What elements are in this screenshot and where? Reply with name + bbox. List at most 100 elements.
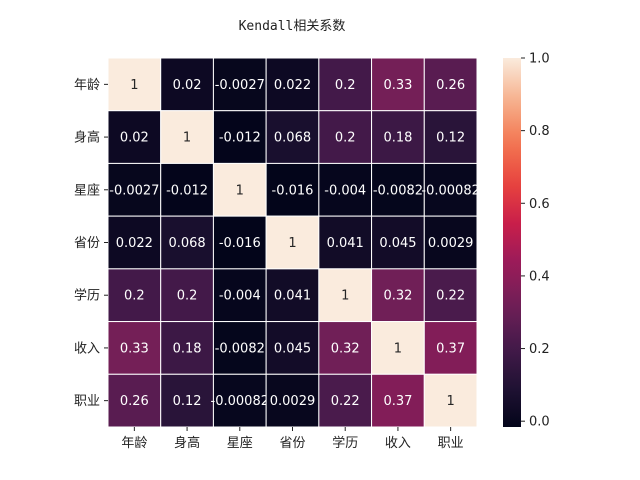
- heatmap-cell: [423, 321, 478, 375]
- colorbar-tick-label: 0.4: [529, 269, 550, 284]
- heatmap-cell: [107, 321, 162, 375]
- colorbar-tick-label: 0.8: [529, 124, 550, 139]
- cell-value-label: 0.068: [274, 131, 311, 146]
- cell-value-label: 1: [183, 131, 191, 146]
- cell-value-label: -0.012: [219, 131, 261, 146]
- cell-value-label: 0.2: [177, 289, 198, 304]
- cell-value-label: 0.22: [436, 289, 465, 304]
- heatmap-cell: [423, 110, 478, 164]
- cell-value-label: 0.2: [335, 131, 356, 146]
- cell-value-label: -0.0027: [215, 78, 265, 93]
- heatmap-cell: [212, 373, 267, 428]
- y-tick-label: 收入: [74, 341, 100, 356]
- cell-value-label: -0.004: [324, 183, 366, 198]
- colorbar: 0.0 0.2 0.4 0.6 0.8 1.0: [503, 52, 550, 430]
- cell-value-label: 1: [341, 289, 349, 304]
- cell-value-label: 0.045: [274, 341, 311, 356]
- heatmap-cell: [107, 268, 162, 323]
- cell-value-label: 0.022: [116, 236, 153, 251]
- cell-value-label: -0.0082: [373, 183, 423, 198]
- x-tick-label: 身高: [174, 435, 200, 451]
- heatmap-cell: [160, 215, 214, 270]
- x-tick-label: 年龄: [121, 436, 147, 451]
- x-tick-label: 省份: [279, 436, 305, 451]
- cell-value-label: 0.18: [173, 341, 202, 356]
- cell-value-label: 0.041: [274, 289, 311, 304]
- y-tick-label: 学历: [74, 288, 100, 304]
- cell-value-label: 0.22: [331, 394, 360, 409]
- cell-value-label: -0.0082: [215, 341, 265, 356]
- cell-value-label: 0.0029: [428, 236, 474, 251]
- x-tick-label: 学历: [332, 435, 358, 451]
- cell-value-label: 0.32: [331, 341, 360, 356]
- heatmap-cell: [107, 57, 162, 112]
- y-tick-label: 职业: [74, 394, 100, 409]
- colorbar-gradient: [503, 58, 521, 427]
- y-tick-label: 身高: [74, 130, 100, 146]
- heatmap-cell: [371, 215, 425, 270]
- cell-value-label: 0.37: [436, 341, 465, 356]
- cell-value-label: 0.26: [436, 78, 465, 93]
- cell-value-label: -0.004: [219, 289, 261, 304]
- heatmap-cell: [265, 162, 320, 217]
- heatmap-cell: [107, 373, 162, 428]
- cell-value-label: 0.12: [173, 394, 202, 409]
- cell-value-label: 0.045: [379, 236, 416, 251]
- cell-value-label: 1: [394, 341, 402, 356]
- cell-value-label: 0.2: [335, 78, 356, 93]
- heatmap-cell: [212, 162, 267, 217]
- cell-value-label: 0.12: [436, 131, 465, 146]
- heatmap-cell: [423, 162, 478, 217]
- heatmap-cell: [212, 57, 267, 112]
- cell-value-label: 0.33: [383, 78, 412, 93]
- cell-value-label: -0.00082: [421, 183, 479, 198]
- colorbar-tick-label: 1.0: [529, 52, 550, 67]
- cell-value-label: -0.016: [219, 236, 261, 251]
- heatmap-cell: [265, 321, 320, 375]
- heatmap-cell: [212, 268, 267, 323]
- colorbar-tick-label: 0.6: [529, 197, 550, 212]
- cell-value-label: 0.041: [327, 236, 364, 251]
- cell-value-label: 0.022: [274, 78, 311, 93]
- heatmap-cell: [265, 215, 320, 270]
- cell-value-label: 0.0029: [270, 394, 316, 409]
- x-tick-label: 职业: [438, 436, 464, 451]
- heatmap-cell: [371, 162, 425, 217]
- x-tick-label: 星座: [227, 436, 253, 451]
- cell-value-label: 0.37: [383, 394, 412, 409]
- cell-value-label: 1: [288, 236, 296, 251]
- cell-value-label: 1: [130, 78, 138, 93]
- heatmap-cell: [423, 215, 478, 270]
- heatmap-cell: [160, 321, 214, 375]
- x-axis-ticks: 年龄 身高 星座 省份 学历 收入 职业: [121, 427, 464, 451]
- cell-value-label: 0.26: [120, 394, 149, 409]
- y-tick-label: 星座: [74, 183, 100, 198]
- y-tick-label: 省份: [74, 236, 100, 251]
- colorbar-tick-label: 0.0: [529, 415, 550, 430]
- heatmap-cell: [371, 373, 425, 428]
- chart-title: Kendall相关系数: [239, 19, 346, 34]
- heatmap-cell: [318, 162, 373, 217]
- cell-value-label: 0.02: [173, 78, 202, 93]
- cell-value-label: 0.2: [124, 289, 145, 304]
- heatmap-cell: [371, 57, 425, 112]
- heatmap-cell: [265, 373, 320, 428]
- heatmap-cells: 1 0.02 -0.0027 0.022 0.2 0.33 0.26 0.02 1 -0.012 0…: [107, 57, 480, 428]
- colorbar-tick-label: 0.2: [529, 342, 550, 357]
- cell-value-label: -0.00082: [211, 394, 269, 409]
- cell-value-label: 0.18: [383, 131, 412, 146]
- heatmap-cell: [160, 57, 214, 112]
- heatmap-cell: [107, 215, 162, 270]
- heatmap-cell: [423, 373, 478, 428]
- y-tick-label: 年龄: [74, 78, 100, 93]
- cell-value-label: 1: [447, 394, 455, 409]
- cell-value-label: 0.32: [383, 289, 412, 304]
- heatmap-cell: [318, 321, 373, 375]
- heatmap-cell: [212, 110, 267, 164]
- cell-value-label: 0.02: [120, 131, 149, 146]
- cell-value-label: 1: [236, 183, 244, 198]
- cell-value-label: -0.0027: [109, 183, 159, 198]
- x-tick-label: 收入: [385, 436, 411, 451]
